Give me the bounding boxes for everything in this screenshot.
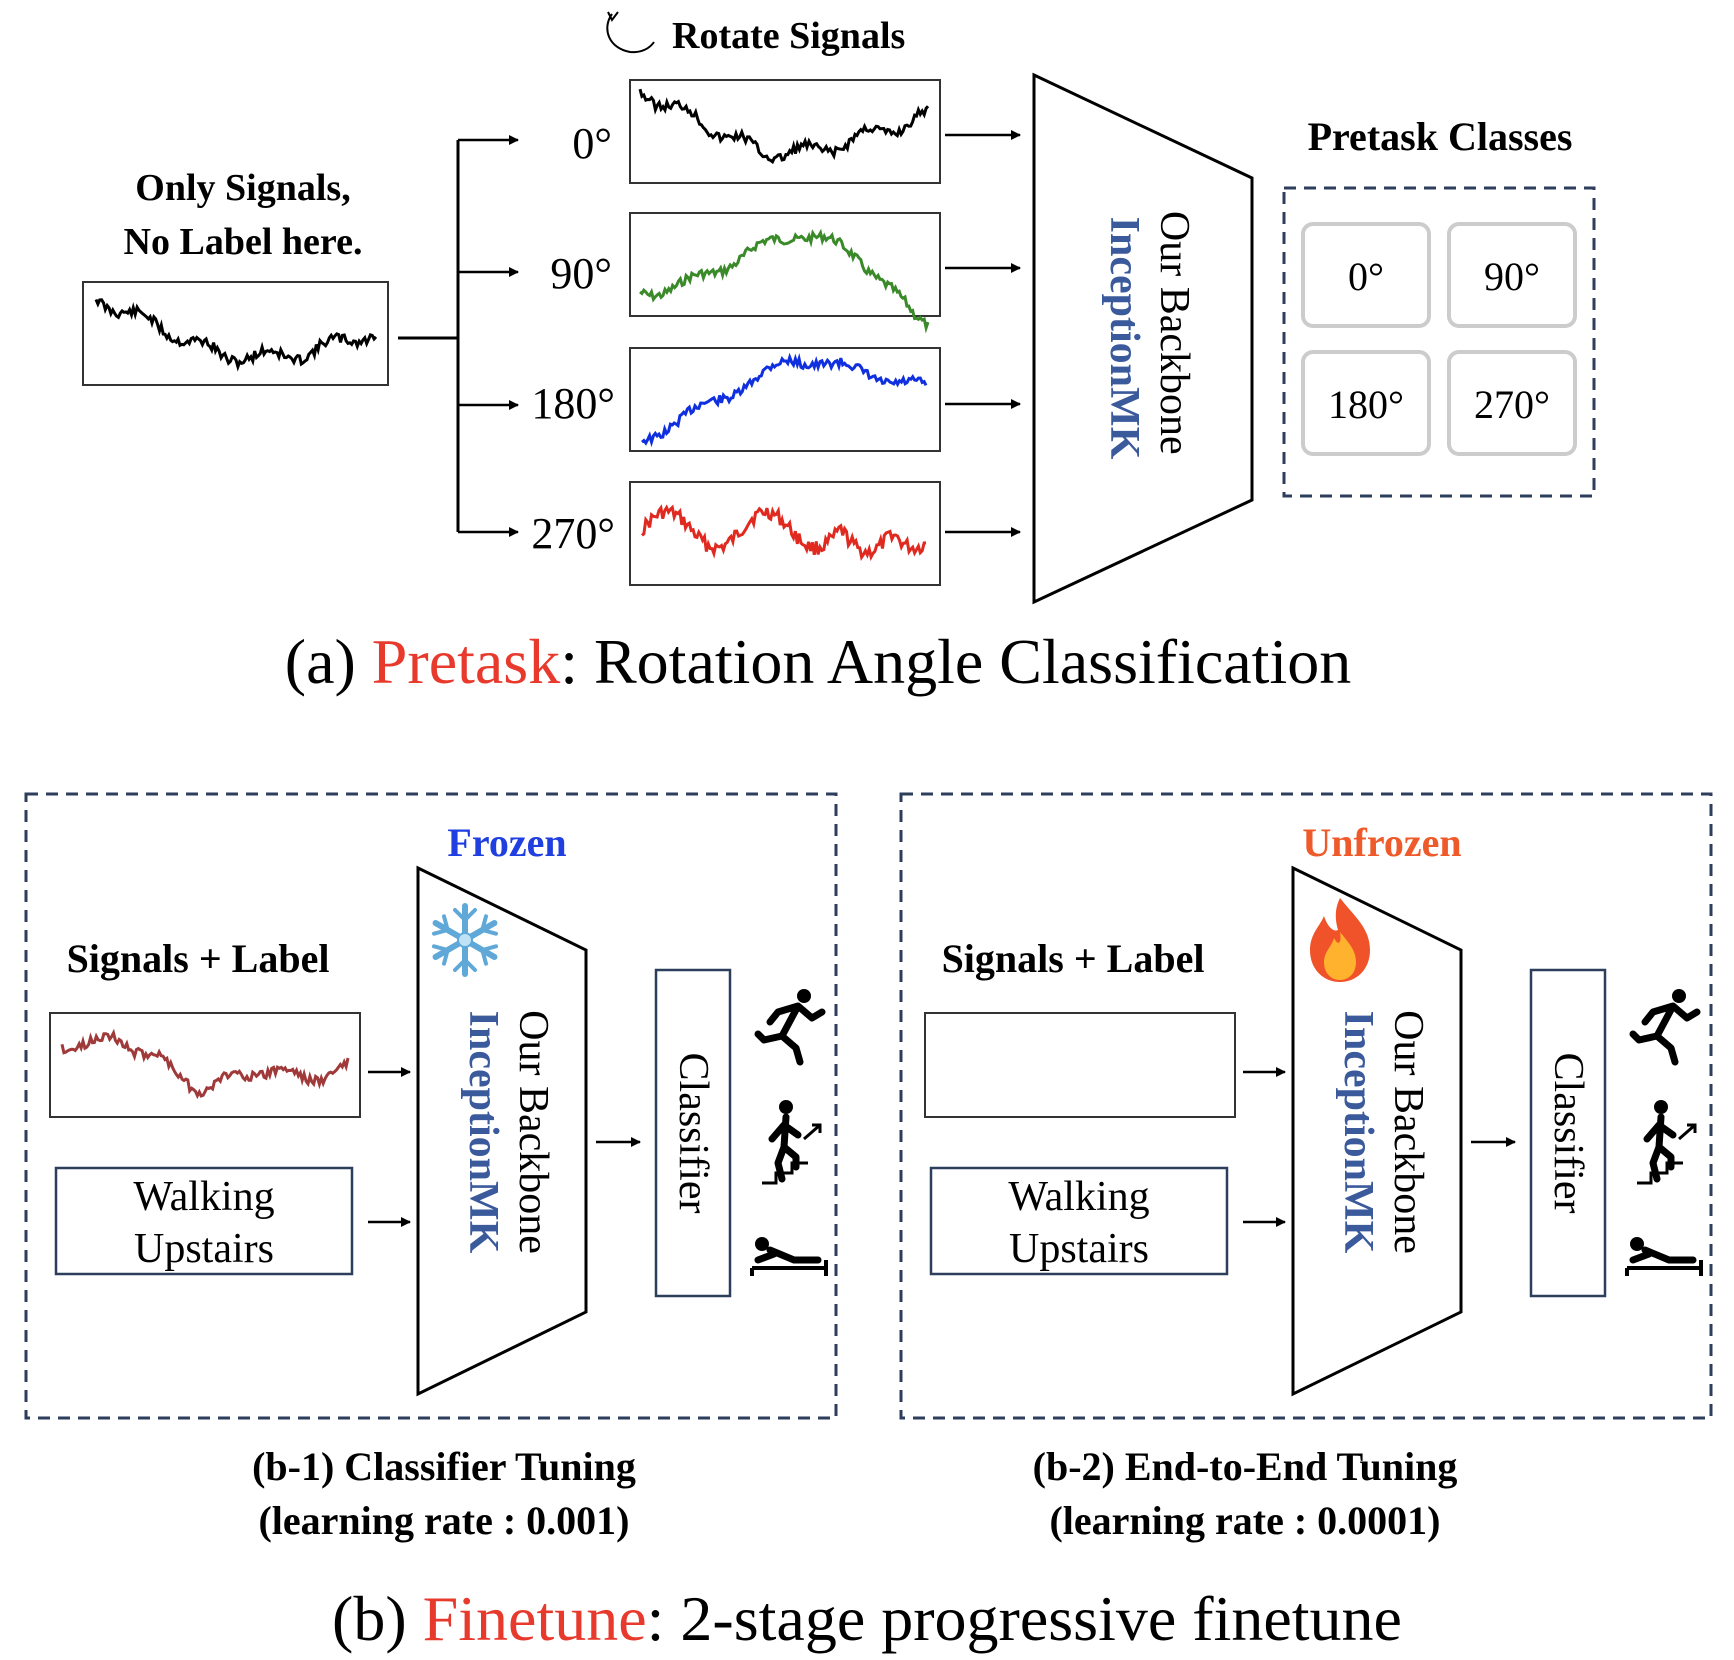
pretask-backbone-line1: Our Backbone (1151, 211, 1197, 455)
finetune-section: Frozen Signals + Label Walking Upstairs Our … (24, 792, 1713, 1543)
finetune-panel-2: Unfrozen Signals + Label Walking Upstairs Ou… (899, 792, 1713, 1543)
fire-icon (1310, 898, 1370, 982)
finetune-caption-highlight: Finetune (423, 1583, 647, 1654)
class-label-270: 270° (1474, 382, 1550, 427)
signal-box-0 (629, 79, 941, 184)
rotate-title: Rotate Signals (672, 15, 905, 57)
rotate-arrow-icon (606, 13, 655, 54)
classifier-label: Classifier (670, 1053, 716, 1214)
classifier-box (1529, 968, 1607, 1298)
pretask-backbone-label: Our Backbone InceptionMK (1101, 211, 1197, 465)
activity-label-line1: Walking (133, 1174, 274, 1220)
finetune-signal-waveform (60, 1028, 350, 1100)
signal-box-180 (629, 347, 941, 452)
stairs-climbing-icon (762, 1100, 822, 1185)
signal-waveform-270 (640, 504, 927, 562)
signal-waveform-180 (641, 352, 928, 448)
class-label-0: 0° (1348, 254, 1384, 299)
finetune-backbone-line2: InceptionMK (460, 1011, 506, 1254)
panel-subcaption-line2: (learning rate : 0.001) (258, 1498, 629, 1543)
activity-label-line2: Upstairs (1009, 1226, 1149, 1272)
input-caption-line1: Only Signals, (135, 167, 350, 209)
finetune-backbone-line1: Our Backbone (510, 1010, 556, 1254)
pretask-classes-box (1282, 186, 1596, 498)
pretask-caption: (a) Pretask: Rotation Angle Classificati… (285, 626, 1351, 697)
finetune-backbone-line1: Our Backbone (1385, 1010, 1431, 1254)
signal-waveform-0 (638, 88, 930, 165)
angle-label-0: 0° (572, 119, 612, 168)
running-icon (754, 989, 826, 1066)
stairs-climbing-icon (1637, 1100, 1697, 1185)
panel-subcaption-line1: (b-1) Classifier Tuning (252, 1444, 636, 1489)
activity-label-line1: Walking (1008, 1174, 1149, 1220)
classifier-box (654, 968, 732, 1298)
finetune-caption: (b) Finetune: 2-stage progressive finetu… (332, 1583, 1402, 1654)
finetune-backbone-label: Our BackboneInceptionMK (1335, 1010, 1431, 1254)
signals-label-title: Signals + Label (67, 936, 330, 981)
panel-dashed-border (899, 792, 1713, 1420)
pretask-caption-rest: : Rotation Angle Classification (560, 626, 1351, 697)
finetune-backbone-label: Our BackboneInceptionMK (460, 1010, 556, 1254)
signal-box-270 (629, 481, 941, 586)
finetune-backbone-line2: InceptionMK (1335, 1011, 1381, 1254)
classifier-label: Classifier (1545, 1053, 1591, 1214)
signal-box-90 (629, 212, 941, 317)
class-cell-90 (1447, 222, 1577, 328)
finetune-caption-rest: : 2-stage progressive finetune (647, 1583, 1402, 1654)
class-label-180: 180° (1328, 382, 1404, 427)
class-label-90: 90° (1484, 254, 1540, 299)
backbone-state-label: Unfrozen (1302, 820, 1461, 865)
finetune-backbone (1291, 865, 1463, 1397)
class-cell-270 (1447, 350, 1577, 456)
pretask-backbone-line2: InceptionMK (1101, 217, 1147, 460)
input-signal-box (82, 281, 389, 386)
panel-subcaption-line1: (b-2) End-to-End Tuning (1033, 1444, 1458, 1489)
panel-dashed-border (24, 792, 838, 1420)
pretask-backbone (1032, 72, 1254, 605)
running-icon (1629, 989, 1701, 1066)
activity-label-line2: Upstairs (134, 1226, 274, 1272)
activity-label-box (54, 1166, 354, 1276)
finetune-caption-prefix: (b) (332, 1583, 423, 1654)
activity-label-box (929, 1166, 1229, 1276)
pretask-classes-title: Pretask Classes (1308, 114, 1573, 159)
lying-down-icon (750, 1237, 828, 1276)
signals-label-title: Signals + Label (942, 936, 1205, 981)
finetune-signal-box (49, 1012, 361, 1118)
angle-label-180: 180° (531, 379, 615, 428)
backbone-state-label: Frozen (447, 820, 566, 865)
finetune-signal-box (924, 1012, 1236, 1118)
angle-label-270: 270° (531, 509, 615, 558)
pretask-section: Rotate Signals Only Signals, No Label he… (82, 11, 1596, 697)
pretask-caption-highlight: Pretask (372, 626, 560, 697)
snowflake-icon (432, 903, 498, 977)
rotate-arrow-head (607, 11, 619, 22)
class-cell-0 (1301, 222, 1431, 328)
angle-label-90: 90° (550, 249, 612, 298)
signal-waveform-90 (639, 228, 930, 334)
class-cell-180 (1301, 350, 1431, 456)
finetune-backbone (416, 865, 588, 1397)
lying-down-icon (1625, 1237, 1703, 1276)
input-signal-waveform (94, 298, 378, 372)
input-caption-line2: No Label here. (124, 221, 363, 263)
panel-subcaption-line2: (learning rate : 0.0001) (1049, 1498, 1440, 1543)
pretask-caption-prefix: (a) (285, 626, 372, 697)
finetune-panel-1: Frozen Signals + Label Walking Upstairs Our … (24, 792, 838, 1543)
